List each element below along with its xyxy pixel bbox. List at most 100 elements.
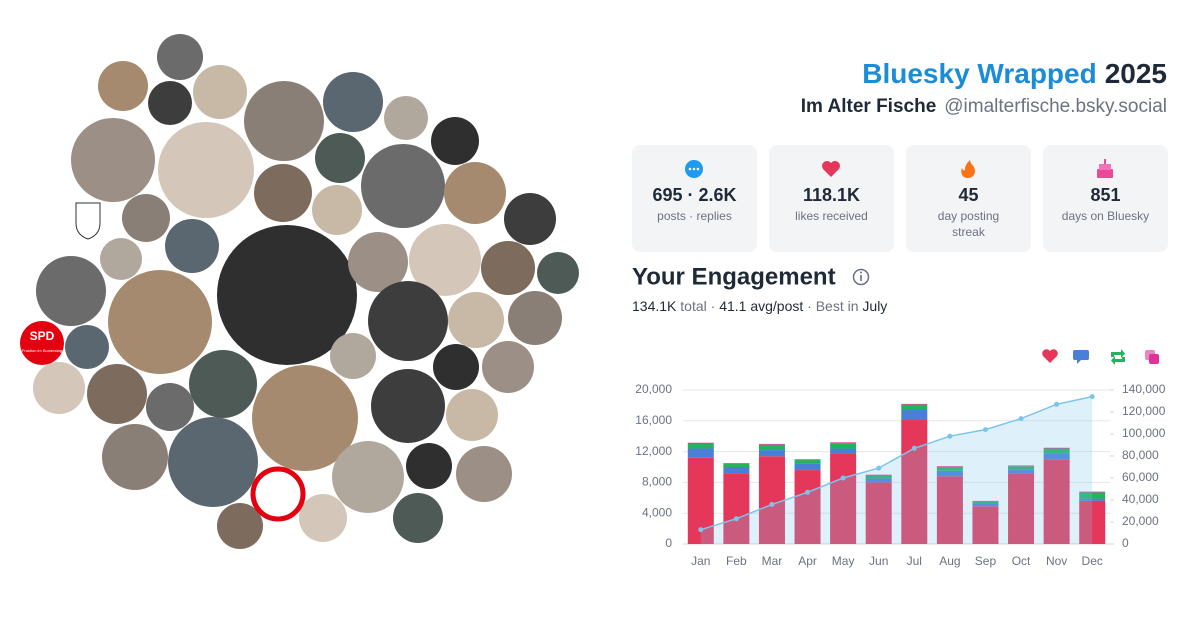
bar-segment [1079,492,1106,499]
bar-segment [687,443,714,449]
avatar [481,241,535,295]
y-tick-label: 8,000 [642,475,672,489]
avatar [102,424,168,490]
avatar [122,194,170,242]
avatar [193,65,247,119]
separator: · [807,298,812,314]
avatar [393,493,443,543]
bar-segment [758,443,785,445]
bar-segment [1008,473,1035,544]
line-point [840,475,846,481]
info-icon [852,268,870,286]
y2-tick-label: 100,000 [1122,426,1166,440]
stat-label: likes received [795,209,868,223]
legend-quotes [1145,350,1159,364]
bar-segment [865,478,892,483]
bar-segment [1043,459,1070,544]
legend-likes [1042,349,1058,363]
avatar [87,364,147,424]
avatar [217,503,263,549]
avatar [323,72,383,132]
bar-segment [723,463,750,467]
stat-label: streak [952,225,986,239]
bar-segment [936,467,963,471]
stat-card [1043,145,1168,252]
y-tick-label: 0 [665,536,672,550]
bar-segment [972,500,999,502]
line-point [1089,394,1095,400]
badge-text: SPD [30,329,55,343]
y2-tick-label: 0 [1122,536,1129,550]
y2-tick-label: 140,000 [1122,382,1166,396]
y2-tick-label: 20,000 [1122,514,1159,528]
avatar [71,118,155,202]
bar-segment [972,503,999,507]
total-label: total [680,298,706,314]
avatar [315,133,365,183]
bar-segment [901,404,928,411]
y2-tick-label: 120,000 [1122,404,1166,418]
bar-segment [865,474,892,476]
posts-icon [685,160,703,178]
line [700,395,1093,531]
bar-segment [1043,447,1070,449]
bar-segment [1043,453,1070,460]
bar-segment [687,448,714,458]
line-point [1018,416,1024,422]
y2-tick-label: 60,000 [1122,470,1159,484]
stat-card [906,145,1031,252]
avatar [65,325,109,369]
avatar [433,344,479,390]
avatar [537,252,579,294]
bar-segment [1008,469,1035,474]
bar-segment [794,460,821,464]
streak-icon [961,160,975,178]
section-title: Your Engagement [632,263,836,290]
bar-segment [723,473,750,544]
avatar [312,185,362,235]
bar-segment [758,444,785,451]
x-tick-label: Sep [975,554,997,568]
avatar [299,494,347,542]
avatar [406,443,452,489]
avatar [409,224,481,296]
bar-segment [865,482,892,544]
bar-segment [972,501,999,504]
y-tick-label: 12,000 [635,444,672,458]
y-tick-label: 4,000 [642,505,672,519]
best-prefix: Best in [816,298,859,314]
avatar [158,122,254,218]
stat-card [769,145,894,252]
bar-segment [794,463,821,471]
engagement-chart: 0 4,000 8,000 12,000 16,000 20,000 0 20,000 40,0… [635,382,1165,568]
bar-segment [936,466,963,467]
avatar [189,350,257,418]
line-point [947,433,953,439]
bar-segment [1079,500,1106,544]
best-month: July [862,298,887,314]
avatar [332,441,404,513]
stat-label: day posting [938,209,999,223]
bar-segment [758,456,785,544]
bar-segment [1043,448,1070,454]
x-tick-label: Jan [691,554,710,568]
bar-segment [1008,465,1035,467]
bar-segment [901,410,928,421]
avatar [368,281,448,361]
avatar [508,291,562,345]
avatar [108,270,212,374]
bar-segment [830,443,857,449]
bar-segment [1079,498,1106,501]
avatar [504,193,556,245]
avatar [168,417,258,507]
x-tick-label: Jun [869,554,888,568]
bar-segment [865,475,892,479]
bar-segment [936,470,963,477]
bar-segment [723,463,750,464]
x-tick-label: Mar [762,554,783,568]
y2-tick-label: 40,000 [1122,492,1159,506]
bar-segment [687,442,714,444]
x-tick-label: May [832,554,855,568]
stat-label: posts · replies [657,209,732,223]
